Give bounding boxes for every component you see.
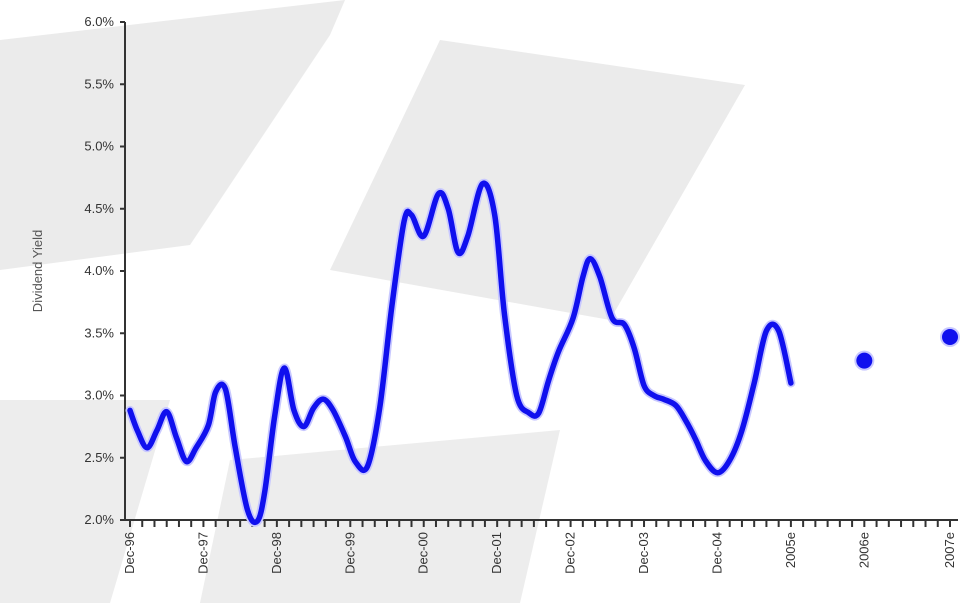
y-tick-label: 6.0% [84, 14, 114, 29]
forecast-point [942, 328, 958, 345]
y-tick-label: 2.5% [84, 450, 114, 465]
x-tick-label: Dec-97 [195, 532, 210, 574]
y-tick-label: 2.0% [84, 512, 114, 527]
y-tick-label: 5.5% [84, 76, 114, 91]
x-tick-label: Dec-01 [489, 532, 504, 574]
x-tick-label: Dec-96 [122, 532, 137, 574]
y-tick-label: 3.0% [84, 388, 114, 403]
y-axis-title: Dividend Yield [30, 230, 45, 312]
x-tick-label: 2005e [783, 532, 798, 568]
x-tick-label: 2006e [856, 532, 871, 568]
series-line [127, 180, 794, 526]
background-watermark [0, 0, 745, 603]
series [125, 178, 960, 527]
x-tick-label: Dec-99 [342, 532, 357, 574]
x-tick-label: Dec-03 [636, 532, 651, 574]
y-tick-label: 3.5% [84, 325, 114, 340]
x-tick-label: 2007e [942, 532, 957, 568]
x-tick-label: Dec-00 [416, 532, 431, 574]
y-tick-label: 5.0% [84, 139, 114, 154]
y-ticks: 2.0% 2.5% 3.0% 3.5% 4.0% 4.5% 5.0% 5.5% 6.0% [84, 14, 125, 527]
y-tick-label: 4.5% [84, 201, 114, 216]
forecast-point [856, 352, 873, 369]
x-ticks: Dec-96 Dec-97 Dec-98 Dec-99 Dec-00 Dec-01 Dec-… [122, 520, 957, 574]
y-tick-label: 4.0% [84, 263, 114, 278]
x-tick-label: Dec-02 [563, 532, 578, 574]
x-tick-label: Dec-98 [269, 532, 284, 574]
x-tick-label: Dec-04 [709, 532, 724, 574]
